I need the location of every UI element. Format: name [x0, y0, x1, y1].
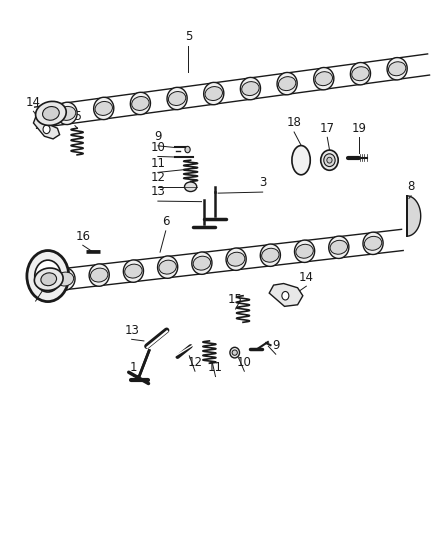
Text: 1: 1	[130, 361, 138, 374]
Ellipse shape	[55, 268, 75, 290]
Text: 13: 13	[150, 185, 165, 198]
Ellipse shape	[314, 68, 334, 90]
Ellipse shape	[327, 157, 332, 163]
Ellipse shape	[41, 273, 57, 286]
Ellipse shape	[124, 260, 144, 282]
Ellipse shape	[230, 348, 240, 358]
Ellipse shape	[131, 92, 151, 115]
Text: 18: 18	[286, 116, 301, 130]
Ellipse shape	[158, 256, 178, 278]
Ellipse shape	[387, 58, 407, 80]
Ellipse shape	[184, 182, 197, 191]
Circle shape	[27, 251, 69, 302]
Ellipse shape	[204, 83, 224, 104]
Ellipse shape	[296, 244, 313, 258]
Text: 15: 15	[228, 293, 243, 306]
Ellipse shape	[168, 92, 186, 106]
Ellipse shape	[35, 101, 66, 125]
Text: 5: 5	[185, 30, 192, 43]
Text: 12: 12	[187, 356, 202, 368]
Ellipse shape	[321, 150, 338, 170]
Ellipse shape	[94, 97, 114, 119]
Ellipse shape	[56, 272, 74, 286]
Text: 17: 17	[320, 122, 335, 135]
Ellipse shape	[240, 77, 261, 100]
Ellipse shape	[227, 252, 245, 266]
Text: 11: 11	[150, 157, 166, 169]
Circle shape	[35, 260, 61, 292]
Ellipse shape	[159, 260, 177, 274]
Text: 13: 13	[124, 324, 139, 337]
Ellipse shape	[58, 107, 76, 120]
Ellipse shape	[193, 256, 211, 270]
Text: 9: 9	[154, 130, 162, 143]
Ellipse shape	[364, 236, 382, 251]
Ellipse shape	[242, 82, 259, 95]
Ellipse shape	[95, 101, 113, 116]
Ellipse shape	[125, 264, 142, 278]
Ellipse shape	[279, 77, 296, 91]
Ellipse shape	[277, 72, 297, 95]
Text: 7: 7	[32, 285, 39, 298]
Ellipse shape	[260, 244, 280, 266]
Text: 10: 10	[237, 356, 252, 368]
Text: 14: 14	[26, 95, 41, 109]
Ellipse shape	[91, 268, 108, 282]
Ellipse shape	[294, 240, 314, 262]
Polygon shape	[269, 284, 303, 306]
Polygon shape	[407, 196, 421, 236]
Ellipse shape	[232, 350, 237, 356]
Circle shape	[43, 125, 50, 134]
Ellipse shape	[167, 87, 187, 110]
Ellipse shape	[34, 268, 63, 290]
Ellipse shape	[350, 62, 371, 85]
Ellipse shape	[329, 236, 349, 259]
Ellipse shape	[42, 107, 59, 120]
Text: 12: 12	[150, 171, 166, 184]
Text: 19: 19	[351, 122, 366, 135]
Circle shape	[282, 292, 289, 300]
Text: 9: 9	[272, 338, 279, 352]
Text: 14: 14	[299, 271, 314, 284]
Ellipse shape	[132, 96, 149, 110]
Ellipse shape	[324, 154, 335, 166]
Text: 3: 3	[259, 176, 266, 189]
Text: 15: 15	[67, 110, 82, 123]
Ellipse shape	[330, 240, 347, 254]
Ellipse shape	[315, 72, 332, 86]
Ellipse shape	[389, 62, 406, 76]
Text: 11: 11	[208, 361, 223, 374]
Ellipse shape	[57, 102, 77, 125]
Ellipse shape	[226, 248, 246, 270]
Ellipse shape	[205, 86, 223, 101]
Ellipse shape	[363, 232, 383, 254]
Ellipse shape	[192, 252, 212, 274]
Text: 10: 10	[150, 141, 165, 154]
Ellipse shape	[292, 146, 310, 175]
Polygon shape	[33, 115, 60, 139]
Ellipse shape	[261, 248, 279, 262]
Text: 16: 16	[75, 230, 90, 243]
Ellipse shape	[352, 67, 369, 80]
Circle shape	[185, 147, 190, 153]
Text: 6: 6	[162, 215, 170, 228]
Text: 8: 8	[407, 180, 415, 193]
Ellipse shape	[89, 264, 109, 286]
